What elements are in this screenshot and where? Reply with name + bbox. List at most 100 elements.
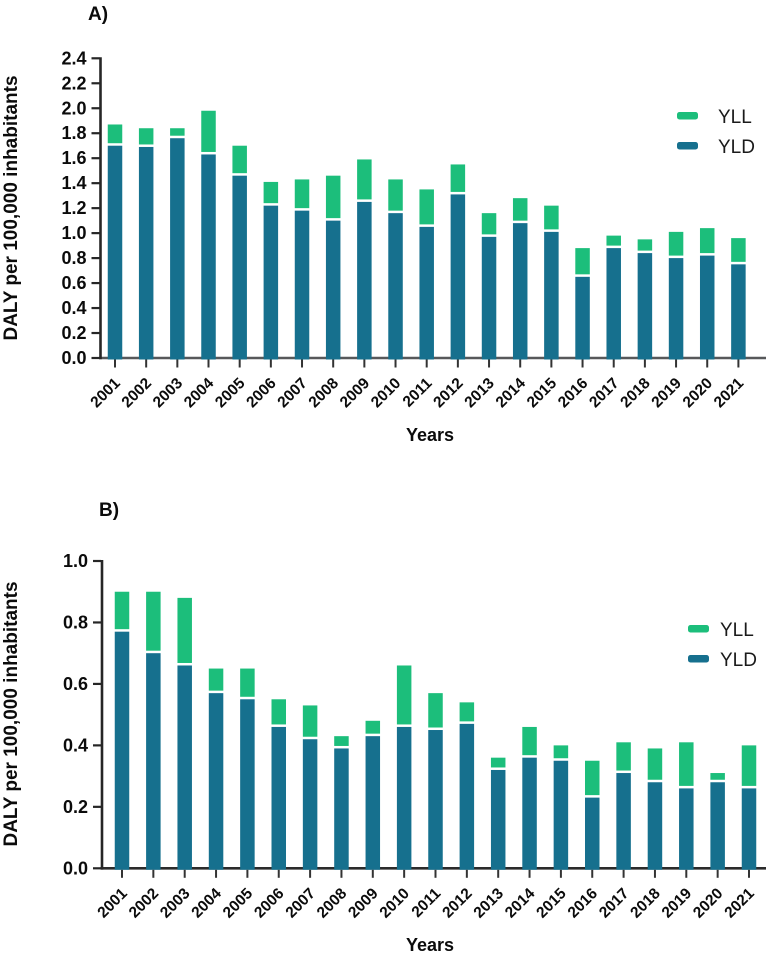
panel-b-x-tick-label-2013: 2013 bbox=[471, 885, 508, 922]
panel-a-y-tick-label: 1.2 bbox=[61, 198, 86, 218]
panel-a-x-tick-label-2003: 2003 bbox=[150, 375, 187, 412]
panel-a-y-tick-label: 1.4 bbox=[61, 173, 86, 193]
bar-2002-yll bbox=[138, 128, 154, 145]
bar-2011-yll bbox=[428, 693, 443, 728]
bar-2006-yll bbox=[271, 699, 286, 725]
bar-2021-yll bbox=[741, 745, 757, 786]
bar-2010-yll bbox=[396, 665, 412, 725]
bar-2013-yld bbox=[490, 769, 506, 870]
panel-a-x-tick-label-2004: 2004 bbox=[181, 375, 218, 412]
bar-2017-yld bbox=[616, 773, 631, 870]
panel-b-y-axis-title: DALY per 100,000 inhabitants bbox=[1, 581, 22, 846]
bar-2016-yld bbox=[585, 797, 600, 870]
bar-2006-yld bbox=[271, 726, 286, 870]
bar-2005-yld bbox=[240, 699, 255, 870]
bar-2018-yld bbox=[647, 782, 663, 870]
panel-b-y-tick-label: 0.4 bbox=[63, 735, 88, 755]
bar-2001-yld bbox=[107, 145, 123, 360]
panel-a-x-axis-title: Years bbox=[406, 425, 454, 445]
bar-2007-yld bbox=[294, 210, 310, 360]
bar-2007-yll bbox=[294, 179, 310, 209]
panel-b-x-tick-label-2017: 2017 bbox=[596, 885, 632, 921]
panel-b-legend-swatch-yld bbox=[688, 655, 709, 663]
bar-2020-yld bbox=[710, 782, 725, 870]
panel-b-x-tick-label-2007: 2007 bbox=[283, 885, 319, 921]
bar-2003-yld bbox=[170, 138, 185, 360]
bar-2015-yld bbox=[544, 231, 559, 360]
panel-a-x-tick-label-2017: 2017 bbox=[586, 375, 622, 411]
bar-2020-yld bbox=[699, 255, 715, 360]
panel-a-y-axis-title: DALY per 100,000 inhabitants bbox=[1, 75, 22, 340]
bar-2008-yld bbox=[325, 220, 341, 360]
panel-a-x-tick-label-2018: 2018 bbox=[617, 375, 654, 412]
bar-2011-yld bbox=[419, 226, 434, 360]
bar-2003-yld bbox=[177, 665, 192, 870]
bar-2011-yld bbox=[428, 730, 443, 870]
bar-2008-yll bbox=[334, 736, 349, 746]
panel-b-x-tick-label-2009: 2009 bbox=[345, 885, 382, 922]
panel-b-x-tick-label-2002: 2002 bbox=[126, 885, 162, 921]
panel-a-x-tick-label-2010: 2010 bbox=[368, 375, 404, 411]
panel-b-x-tick-label-2008: 2008 bbox=[314, 885, 351, 922]
bar-2018-yll bbox=[637, 239, 653, 251]
bar-2017-yll bbox=[616, 742, 631, 771]
panel-b-y-tick-label: 0.6 bbox=[63, 674, 88, 694]
panel-b-y-tick-label: 0.2 bbox=[63, 797, 88, 817]
panel-a-x-tick-label-2006: 2006 bbox=[243, 375, 280, 412]
bar-2001-yll bbox=[114, 591, 130, 630]
panel-a-x-tick-label-2005: 2005 bbox=[212, 375, 249, 412]
panel-b-x-tick-label-2014: 2014 bbox=[502, 885, 539, 922]
panel-b-y-tick-label: 1.0 bbox=[63, 551, 88, 571]
panel-b-x-tick-label-2005: 2005 bbox=[220, 885, 257, 922]
panel-b-x-tick-label-2018: 2018 bbox=[627, 885, 664, 922]
bar-2004-yll bbox=[201, 110, 216, 152]
panel-a-x-tick-label-2019: 2019 bbox=[648, 375, 685, 412]
panel-a-y-tick-label: 2.4 bbox=[61, 48, 86, 68]
bar-2012-yld bbox=[459, 723, 475, 870]
bar-2014-yll bbox=[522, 726, 537, 756]
bar-2013-yll bbox=[481, 213, 497, 235]
bar-2018-yll bbox=[647, 748, 663, 780]
bar-2021-yld bbox=[731, 264, 746, 360]
panel-a-y-tick-label: 2.2 bbox=[61, 73, 86, 93]
panel-a-y-tick-label: 0.6 bbox=[61, 273, 86, 293]
bar-2009-yll bbox=[357, 159, 372, 200]
panel-a-label: A) bbox=[88, 4, 108, 25]
bar-2005-yll bbox=[232, 145, 247, 174]
bar-2019-yld bbox=[679, 788, 694, 870]
panel-a-x-tick-label-2012: 2012 bbox=[430, 375, 466, 411]
bar-2020-yll bbox=[699, 228, 715, 254]
bar-2019-yld bbox=[668, 258, 684, 360]
panel-a-x-tick-label-2002: 2002 bbox=[119, 375, 155, 411]
panel-a-x-tick-label-2016: 2016 bbox=[555, 375, 592, 412]
bar-2018-yld bbox=[637, 253, 653, 360]
bar-2014-yld bbox=[522, 757, 537, 870]
panel-a-x-tick-label-2014: 2014 bbox=[493, 375, 530, 412]
bar-2002-yll bbox=[146, 591, 161, 651]
panel-b-y-tick-label: 0.8 bbox=[63, 612, 88, 632]
bar-2015-yll bbox=[553, 745, 569, 759]
panel-b-x-tick-label-2020: 2020 bbox=[690, 885, 726, 921]
bar-2005-yld bbox=[232, 175, 247, 360]
bar-2007-yll bbox=[302, 705, 318, 737]
bar-2008-yld bbox=[334, 748, 349, 870]
panel-b-label: B) bbox=[99, 500, 119, 521]
panel-a-legend-swatch-yld bbox=[677, 142, 698, 150]
bar-2004-yll bbox=[208, 668, 224, 691]
bar-2011-yll bbox=[419, 189, 434, 225]
bar-2014-yld bbox=[512, 223, 528, 360]
bar-2015-yll bbox=[544, 205, 559, 230]
bar-2021-yld bbox=[741, 788, 757, 870]
bar-2012-yld bbox=[450, 194, 466, 360]
panel-a-y-tick-label: 1.0 bbox=[61, 223, 86, 243]
panel-b-x-tick-label-2012: 2012 bbox=[439, 885, 475, 921]
bar-2004-yld bbox=[208, 693, 224, 870]
panel-a-x-tick-label-2011: 2011 bbox=[400, 375, 436, 411]
bar-2010-yld bbox=[396, 726, 412, 870]
bar-2021-yll bbox=[731, 238, 746, 262]
panel-b-legend-label-yld: YLD bbox=[720, 650, 757, 671]
panel-a-y-tick-label: 0.8 bbox=[61, 248, 86, 268]
panel-a-legend-label-yll: YLL bbox=[718, 107, 752, 128]
